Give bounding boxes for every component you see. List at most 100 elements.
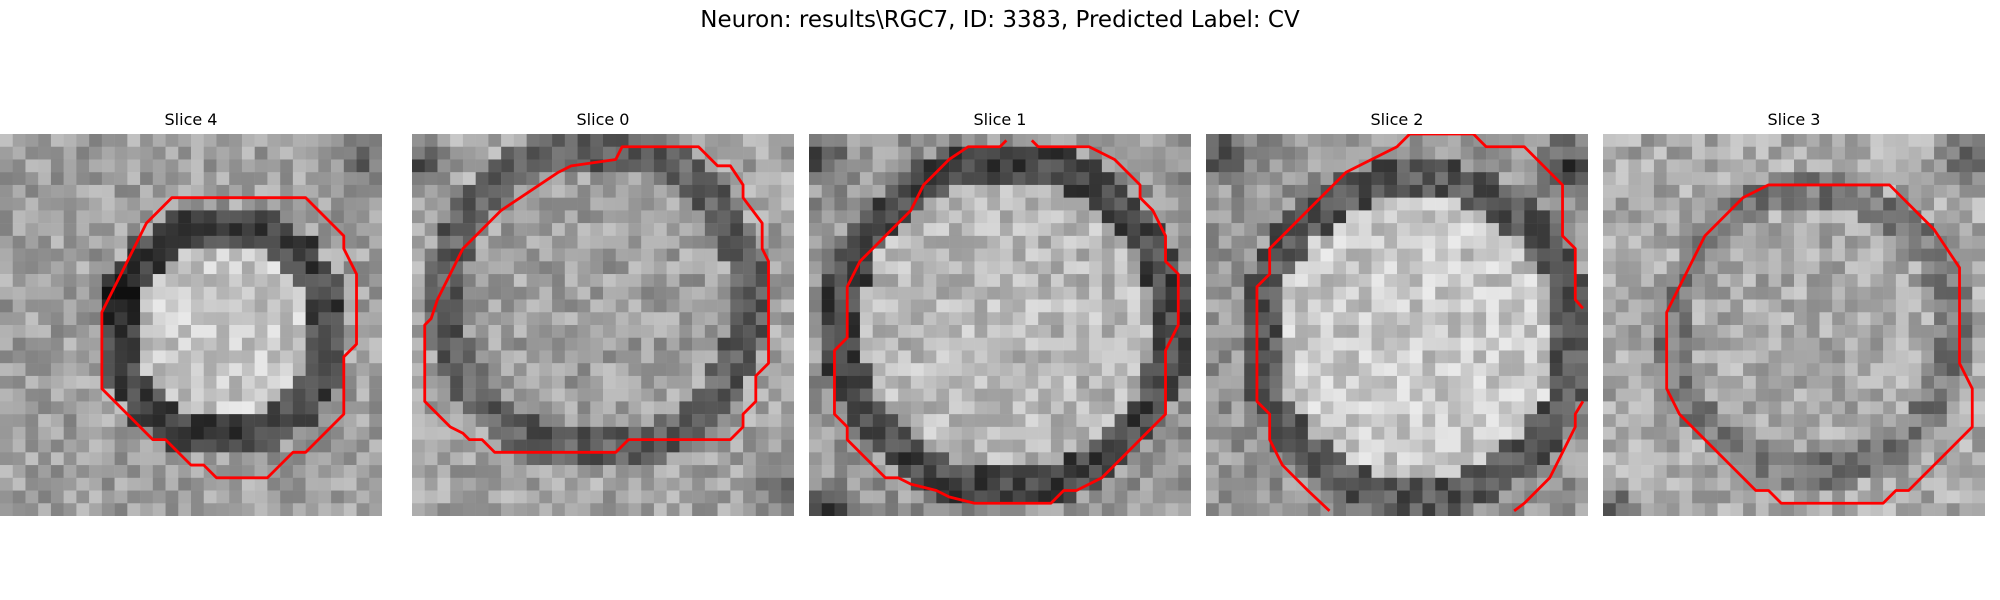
pixel (590, 452, 604, 466)
pixel (1114, 337, 1128, 351)
pixel (1050, 388, 1064, 402)
pixel (1127, 452, 1141, 466)
pixel (1307, 286, 1321, 300)
pixel (1641, 452, 1655, 466)
pixel (1256, 350, 1270, 364)
pixel (1883, 401, 1897, 415)
pixel (1934, 375, 1948, 389)
pixel (241, 274, 255, 288)
slice-panel-0: Slice 0 (412, 110, 794, 516)
pixel (412, 312, 425, 326)
pixel (292, 490, 306, 504)
pixel (1934, 146, 1948, 160)
pixel (1206, 503, 1219, 516)
pixel (1615, 503, 1629, 516)
pixel (1152, 235, 1166, 249)
pixel (539, 350, 553, 364)
pixel (679, 325, 693, 338)
pixel (241, 172, 255, 186)
pixel (152, 210, 166, 224)
pixel (1282, 172, 1296, 186)
pixel (834, 503, 848, 516)
pixel (280, 184, 294, 198)
pixel (1178, 452, 1191, 466)
pixel (603, 286, 616, 300)
pixel (191, 337, 204, 351)
pixel (1603, 337, 1616, 351)
pixel (628, 210, 642, 224)
pixel (1959, 184, 1973, 198)
pixel (1537, 134, 1551, 147)
pixel (305, 248, 319, 262)
pixel (1089, 159, 1103, 173)
pixel (1511, 363, 1525, 377)
pixel (1409, 325, 1423, 338)
pixel (768, 134, 782, 147)
pixel (590, 299, 604, 313)
pixel (1819, 363, 1833, 377)
pixel (267, 172, 281, 186)
pixel (1063, 401, 1077, 415)
pixel (859, 159, 873, 173)
pixel (280, 274, 294, 288)
pixel (1165, 350, 1179, 364)
pixel (1050, 134, 1064, 147)
pixel (1575, 490, 1588, 504)
pixel (1653, 261, 1667, 275)
pixel (1794, 159, 1807, 173)
pixel (1358, 261, 1372, 275)
pixel (768, 465, 782, 479)
pixel (1295, 274, 1309, 288)
pixel (1524, 172, 1538, 186)
pixel (501, 426, 515, 440)
pixel (1844, 172, 1858, 186)
pixel (1178, 503, 1191, 516)
pixel (1244, 426, 1258, 440)
pixel (1575, 248, 1588, 262)
pixel (1615, 210, 1629, 224)
pixel (987, 414, 1001, 428)
pixel (847, 223, 861, 237)
pixel (1870, 477, 1884, 491)
pixel (1307, 375, 1321, 389)
pixel (809, 134, 822, 147)
pixel (1794, 452, 1807, 466)
pixel (1615, 414, 1629, 428)
pixel (730, 477, 744, 491)
pixel (1743, 235, 1757, 249)
pixel (1486, 261, 1500, 275)
pixel (1806, 363, 1820, 377)
pixel (743, 172, 757, 186)
pixel (1781, 172, 1795, 186)
pixel (1524, 325, 1538, 338)
pixel (12, 388, 26, 402)
pixel (1422, 350, 1436, 364)
pixel (38, 426, 52, 440)
pixel (1012, 439, 1026, 453)
pixel (488, 465, 502, 479)
pixel (1333, 426, 1347, 440)
pixel (127, 286, 141, 300)
pixel (1473, 172, 1487, 186)
pixel (885, 439, 899, 453)
pixel (501, 465, 515, 479)
pixel (1000, 312, 1013, 326)
pixel (369, 184, 382, 198)
pixel (1422, 426, 1436, 440)
pixel (539, 452, 553, 466)
pixel (653, 184, 667, 198)
pixel (730, 363, 744, 377)
pixel (679, 159, 693, 173)
pixel (1603, 274, 1616, 288)
pixel (577, 299, 591, 313)
pixel (1178, 312, 1191, 326)
pixel (178, 490, 192, 504)
pixel (254, 465, 268, 479)
pixel (412, 223, 425, 237)
pixel (1819, 312, 1833, 326)
pixel (628, 312, 642, 326)
pixel (1908, 274, 1922, 288)
pixel (191, 363, 204, 377)
pixel (114, 465, 128, 479)
pixel (1511, 452, 1525, 466)
